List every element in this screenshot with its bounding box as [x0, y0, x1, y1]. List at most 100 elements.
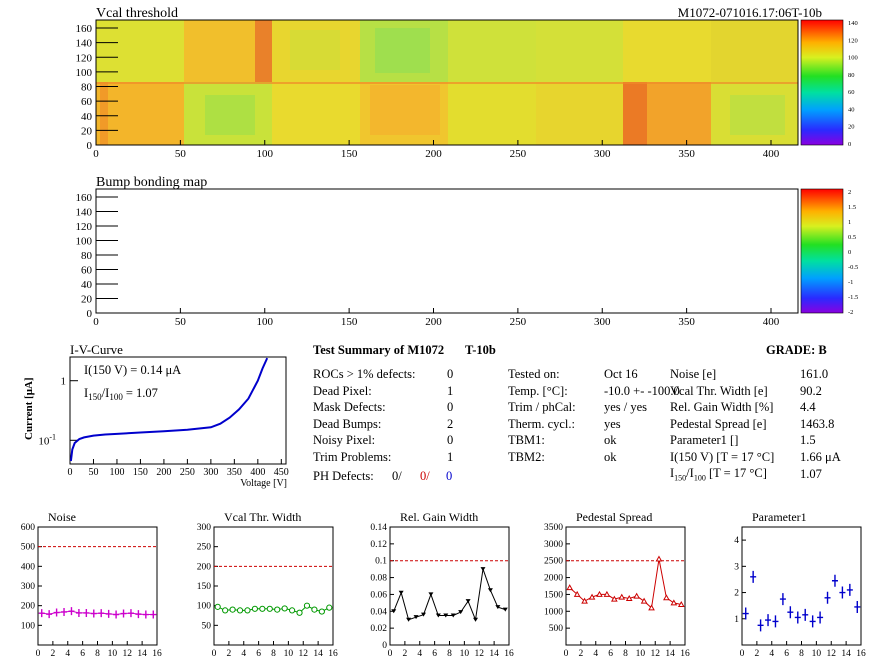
iv-axes: 0 50 100 150 200 250 300 350 400 450 1 10-1 — [38, 376, 288, 478]
x-tick-label: 16 — [328, 649, 338, 659]
y-tick-label: 20 — [81, 294, 93, 306]
summary-label: Therm. cycl.: — [508, 416, 575, 431]
y-tick-label: 2500 — [544, 557, 563, 567]
bump-title: Bump bonding map — [96, 175, 207, 190]
x-tick-label: 6 — [608, 649, 613, 659]
data-point — [303, 602, 311, 609]
iv-ylabel: Current [μA] — [23, 377, 35, 440]
y-tick-label: 160 — [76, 192, 93, 204]
small-chart-title: Rel. Gain Width — [400, 510, 478, 524]
y-tick-label: 250 — [197, 543, 212, 553]
y-tick-label: 1500 — [544, 590, 563, 600]
small-chart-frame — [37, 526, 158, 646]
y-tick-label: 60 — [81, 96, 93, 108]
x-tick-label: 16 — [680, 649, 690, 659]
x-tick-label: 6 — [432, 649, 437, 659]
x-tick-label: 6 — [256, 649, 261, 659]
data-point — [846, 583, 853, 596]
data-point — [502, 607, 508, 612]
data-point — [288, 607, 296, 614]
y-tick-label: 160 — [76, 23, 93, 35]
y-tick-label: 20 — [81, 125, 93, 137]
y-tick-label: 40 — [81, 111, 93, 123]
iv-annotation-2: I150/I100 = 1.07 — [84, 386, 158, 402]
y-tick-label: 0 — [87, 308, 93, 320]
data-point — [311, 606, 318, 613]
small-chart-frame — [389, 526, 510, 646]
data-point — [61, 607, 68, 616]
small-chart-frame — [565, 526, 686, 646]
x-tick-label: 350 — [678, 148, 695, 160]
y-tick-label: 0 — [382, 641, 387, 651]
data-point — [779, 593, 786, 606]
y-tick-label: 0.12 — [370, 540, 387, 550]
x-tick-label: 12 — [475, 649, 485, 659]
y-tick-label: 4 — [734, 536, 739, 546]
iv-title: I-V-Curve — [70, 342, 123, 357]
vcal-scale-labels: 140 120 100 80 60 40 20 0 — [848, 20, 858, 148]
summary-value: 1463.8 — [800, 416, 835, 431]
x-tick-label: 8 — [95, 649, 100, 659]
y-tick-label: 120 — [76, 221, 93, 233]
data-point — [214, 603, 221, 610]
data-point — [413, 615, 419, 620]
data-point — [98, 609, 105, 618]
iv-y-tick-label: 10-1 — [38, 432, 56, 447]
y-tick-label: 100 — [76, 236, 93, 248]
scale-label: 120 — [848, 37, 858, 44]
bump-color-scale — [800, 188, 844, 314]
scale-label: 140 — [848, 20, 858, 27]
data-point — [68, 607, 75, 616]
data-point — [765, 614, 772, 627]
iv-chart: I-V-Curve Voltage [V] Current [μA] I(150… — [23, 342, 289, 489]
summary-label: Temp. [°C]: — [508, 383, 568, 398]
data-point — [428, 592, 434, 597]
y-tick-label: 200 — [197, 562, 212, 572]
x-tick-label: 12 — [299, 649, 309, 659]
data-point — [296, 609, 303, 616]
data-point — [648, 604, 655, 611]
data-point — [244, 607, 251, 614]
x-tick-label: 12 — [651, 649, 661, 659]
x-tick-label: 14 — [841, 649, 851, 659]
x-tick-label: 400 — [763, 316, 780, 328]
summary-label: Trim / phCal: — [508, 400, 576, 414]
data-point — [326, 604, 333, 611]
iv-series-line — [69, 357, 269, 462]
summary-grade: GRADE: B — [766, 343, 827, 357]
data-point — [135, 610, 142, 619]
summary-label: Parameter1 [] — [670, 433, 739, 447]
x-tick-label: 4 — [241, 649, 246, 659]
x-tick-label: 4 — [417, 649, 422, 659]
data-point — [46, 610, 53, 619]
x-tick-label: 0 — [36, 649, 41, 659]
x-tick-label: 4 — [65, 649, 70, 659]
vcal-heatmap — [96, 20, 798, 145]
vcal-color-scale — [800, 19, 844, 146]
data-point — [75, 608, 82, 617]
summary-label: TBM2: — [508, 449, 545, 464]
summary-label: Noisy Pixel: — [313, 433, 376, 447]
x-tick-label: 200 — [425, 316, 442, 328]
summary-value: Oct 16 — [604, 367, 638, 381]
summary-label: Dead Bumps: — [313, 416, 382, 431]
data-point — [90, 609, 97, 618]
summary-value: 0 — [447, 367, 454, 381]
iv-x-tick-label: 400 — [250, 467, 265, 478]
x-tick-label: 10 — [812, 649, 822, 659]
summary-value: ok — [604, 449, 617, 464]
ph-defects-b: 0/ — [420, 469, 430, 483]
x-tick-label: 14 — [665, 649, 675, 659]
iv-x-tick-label: 300 — [203, 467, 218, 478]
data-point — [120, 609, 127, 618]
small-chart-title: Parameter1 — [752, 510, 807, 524]
data-point — [495, 605, 501, 610]
x-tick-label: 350 — [678, 316, 695, 328]
x-tick-label: 300 — [594, 148, 611, 160]
y-tick-label: 0.1 — [375, 557, 387, 567]
x-tick-label: 300 — [594, 316, 611, 328]
data-point — [757, 619, 764, 632]
ratio-value: 1.07 — [800, 467, 822, 481]
